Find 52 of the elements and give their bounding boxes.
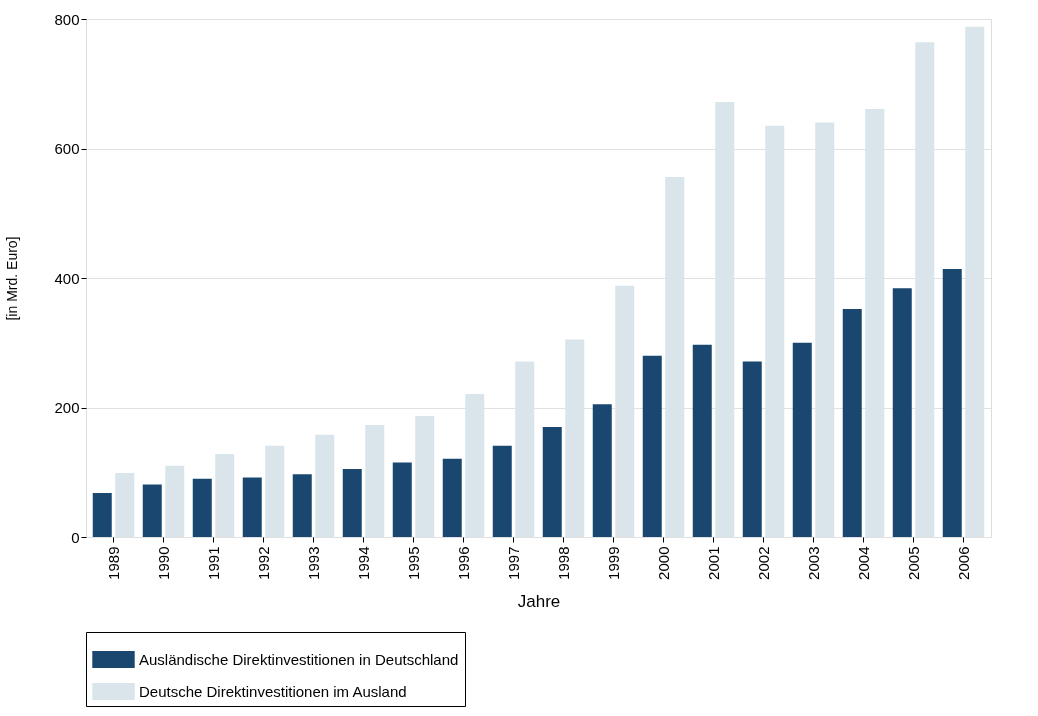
x-tick-label: 1998 [554, 546, 572, 580]
bar [142, 484, 162, 537]
legend-label: Deutsche Direktinvestitionen im Ausland [139, 682, 407, 700]
bar [492, 445, 512, 537]
bar [892, 288, 912, 537]
bar [115, 472, 135, 537]
x-tick-label: 1991 [204, 546, 222, 580]
y-tick-label: 400 [54, 269, 80, 287]
x-tick-label: 2000 [654, 546, 672, 580]
bar [792, 342, 812, 537]
legend-label: Ausländische Direktinvestitionen in Deutschland [139, 650, 459, 668]
x-tick-label: 2002 [754, 546, 772, 580]
bar [592, 404, 612, 537]
bar [315, 434, 335, 537]
x-tick-label: 2001 [704, 546, 722, 580]
bar [442, 458, 462, 537]
x-axis-title: Jahre [517, 591, 561, 611]
bar [842, 309, 862, 537]
bar [242, 477, 262, 537]
bar [642, 355, 662, 537]
y-tick-label: 200 [54, 399, 80, 416]
bar [342, 469, 362, 537]
x-tick-label: 1992 [254, 546, 272, 580]
x-tick-label: 2006 [954, 546, 972, 580]
x-tick-label: 1997 [504, 546, 522, 580]
bar [215, 454, 235, 537]
x-tick-label: 1993 [304, 546, 322, 580]
bar [415, 415, 435, 537]
bar [192, 478, 212, 537]
bar [292, 474, 312, 537]
bar [92, 492, 112, 537]
x-tick-label: 2005 [904, 546, 922, 580]
y-axis-title: [in Mrd. Euro] [4, 236, 21, 321]
x-tick-label: 2003 [804, 546, 822, 580]
bar [542, 426, 562, 537]
bar [942, 268, 962, 537]
y-tick-label: 600 [54, 140, 80, 157]
y-tick-label: 0 [71, 528, 80, 546]
x-tick-label: 2004 [854, 546, 872, 580]
x-tick-label: 1999 [604, 546, 622, 580]
x-tick-label: 1996 [454, 546, 472, 580]
x-tick-label: 1989 [104, 546, 122, 580]
bar [265, 445, 285, 537]
bar [165, 465, 185, 537]
x-tick-label: 1994 [354, 546, 372, 580]
bar [742, 361, 762, 537]
x-tick-label: 1990 [154, 546, 172, 580]
bar [692, 344, 712, 537]
y-tick-label: 800 [54, 10, 80, 28]
bar [392, 462, 412, 537]
bar [365, 424, 385, 537]
x-tick-label: 1995 [404, 546, 422, 580]
